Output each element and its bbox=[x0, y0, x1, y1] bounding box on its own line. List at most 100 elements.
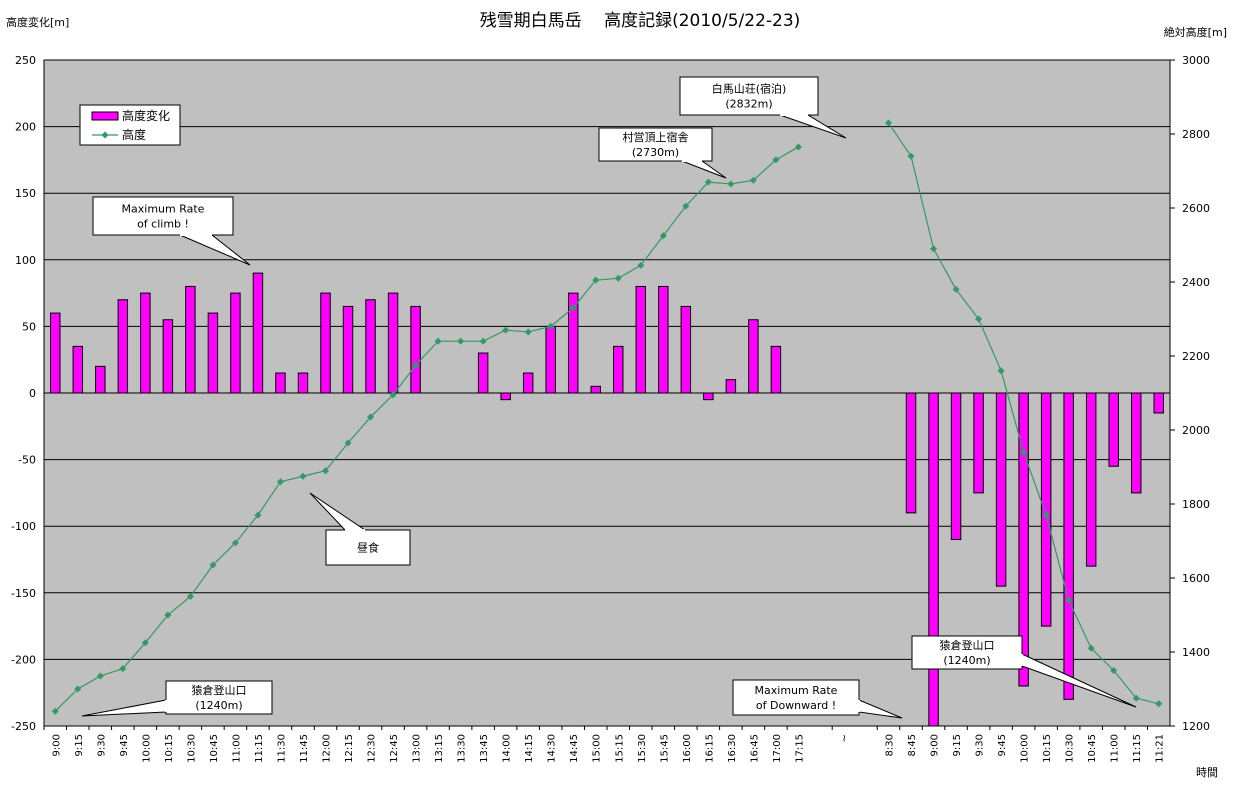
altitude-point bbox=[975, 315, 983, 323]
y-right-axis-label: 絶対高度[m] bbox=[1164, 25, 1227, 39]
x-tick-label: 16:30 bbox=[727, 734, 738, 763]
altitude-point bbox=[637, 261, 645, 269]
y-left-tick-label: -100 bbox=[11, 520, 36, 533]
bar bbox=[522, 372, 534, 394]
callout-text: 白馬山荘(宿泊) bbox=[712, 82, 787, 96]
callout-text: 村営頂上宿舎 bbox=[623, 130, 689, 144]
y-right-tick-label: 2800 bbox=[1182, 128, 1210, 141]
x-tick-label: 11:00 bbox=[1110, 734, 1121, 763]
bar bbox=[590, 385, 601, 394]
bar bbox=[725, 379, 737, 394]
bar bbox=[928, 392, 939, 727]
x-tick-label: 14:30 bbox=[547, 734, 558, 763]
x-tick-label: 9:30 bbox=[96, 734, 107, 756]
altitude-point bbox=[322, 467, 329, 475]
x-tick-label: 11:45 bbox=[299, 734, 310, 763]
x-tick-label: 15:15 bbox=[614, 734, 625, 763]
altitude-point bbox=[1110, 667, 1118, 674]
y-left-tick-label: -50 bbox=[18, 454, 36, 467]
altitude-point bbox=[930, 245, 938, 253]
x-tick-label: 15:45 bbox=[659, 734, 670, 763]
bar bbox=[613, 345, 624, 394]
bar bbox=[342, 305, 354, 394]
altitude-point bbox=[502, 326, 510, 334]
bar bbox=[477, 352, 489, 394]
x-tick-label: 9:15 bbox=[74, 734, 85, 756]
x-tick-label: 12:45 bbox=[389, 734, 400, 763]
altitude-point bbox=[164, 611, 172, 619]
y-right-tick-label: 2400 bbox=[1182, 276, 1210, 289]
bar bbox=[252, 272, 264, 394]
y-left-tick-label: 50 bbox=[22, 320, 36, 333]
x-tick-label: 9:00 bbox=[51, 734, 62, 756]
altitude-point bbox=[569, 304, 577, 312]
y-right-tick-label: 2000 bbox=[1182, 424, 1210, 437]
altitude-point bbox=[389, 391, 397, 399]
x-tick-label: 9:45 bbox=[997, 734, 1008, 756]
altitude-point bbox=[1087, 644, 1095, 652]
altitude-point bbox=[794, 143, 802, 151]
x-tick-label: ~ bbox=[839, 734, 850, 742]
y-left-tick-label: 150 bbox=[15, 187, 36, 200]
altitude-point bbox=[997, 367, 1005, 375]
callout: 白馬山荘(宿泊) (2832m) bbox=[679, 76, 847, 139]
x-tick-label: 11:15 bbox=[1132, 734, 1143, 763]
x-tick-label: 14:45 bbox=[569, 734, 580, 763]
bar bbox=[680, 305, 692, 394]
bar bbox=[320, 292, 331, 394]
y-left-tick-label: 0 bbox=[29, 387, 36, 400]
callout-text: (2730m) bbox=[632, 146, 679, 159]
altitude-point bbox=[231, 539, 239, 547]
callout-text: (1240m) bbox=[943, 654, 990, 667]
bar bbox=[1153, 392, 1164, 414]
altitude-point bbox=[254, 511, 262, 519]
altitude-point bbox=[952, 285, 960, 293]
x-tick-label: 16:00 bbox=[682, 734, 693, 763]
x-tick-label: 9:45 bbox=[119, 734, 130, 756]
bar bbox=[387, 292, 399, 394]
altitude-point bbox=[141, 639, 149, 647]
callout-box bbox=[165, 680, 273, 715]
bar bbox=[275, 372, 286, 394]
callout-text: 猿倉登山口 bbox=[192, 683, 247, 697]
callout-box bbox=[679, 76, 819, 116]
x-tick-label: 10:00 bbox=[141, 734, 152, 763]
bar bbox=[567, 292, 579, 394]
bar bbox=[72, 345, 84, 394]
x-tick-label: 13:45 bbox=[479, 734, 490, 763]
y-left-tick-label: -150 bbox=[11, 587, 36, 600]
y-right-tick-label: 2200 bbox=[1182, 350, 1210, 363]
x-tick-label: 16:15 bbox=[704, 734, 715, 763]
y-right-tick-label: 1400 bbox=[1182, 646, 1210, 659]
altitude-point bbox=[119, 665, 127, 673]
y-left-tick-label: 200 bbox=[15, 121, 36, 134]
altitude-point bbox=[772, 156, 780, 164]
x-tick-label: 11:00 bbox=[231, 734, 242, 763]
bar bbox=[973, 392, 984, 494]
bar bbox=[1063, 392, 1074, 700]
x-tick-label: 13:30 bbox=[457, 734, 468, 763]
y-left-tick-label: -250 bbox=[11, 720, 36, 733]
callout-text: Maximum Rate bbox=[122, 203, 205, 216]
altitude-point bbox=[367, 413, 375, 421]
legend-label-bar: 高度変化 bbox=[122, 108, 170, 123]
bar bbox=[1108, 392, 1119, 467]
bar bbox=[500, 392, 511, 401]
callout: 昼食 bbox=[309, 492, 411, 566]
altitude-point bbox=[659, 232, 667, 240]
bar bbox=[950, 392, 962, 541]
altitude-point bbox=[1065, 596, 1073, 604]
callout: Maximum Rate of Downward ! bbox=[732, 679, 903, 719]
y-left-tick-label: -200 bbox=[11, 653, 36, 666]
x-tick-label: 17:15 bbox=[794, 734, 805, 763]
altitude-point bbox=[96, 672, 104, 680]
y-right-tick-label: 2600 bbox=[1182, 202, 1210, 215]
callout: 猿倉登山口 (1240m) bbox=[911, 635, 1137, 708]
callout-text: 昼食 bbox=[357, 541, 379, 555]
x-tick-label: 14:15 bbox=[524, 734, 535, 763]
x-tick-label: 10:45 bbox=[209, 734, 220, 763]
bar bbox=[365, 299, 376, 394]
x-tick-label: 11:30 bbox=[276, 734, 287, 763]
callout-text: of climb ! bbox=[137, 218, 189, 231]
